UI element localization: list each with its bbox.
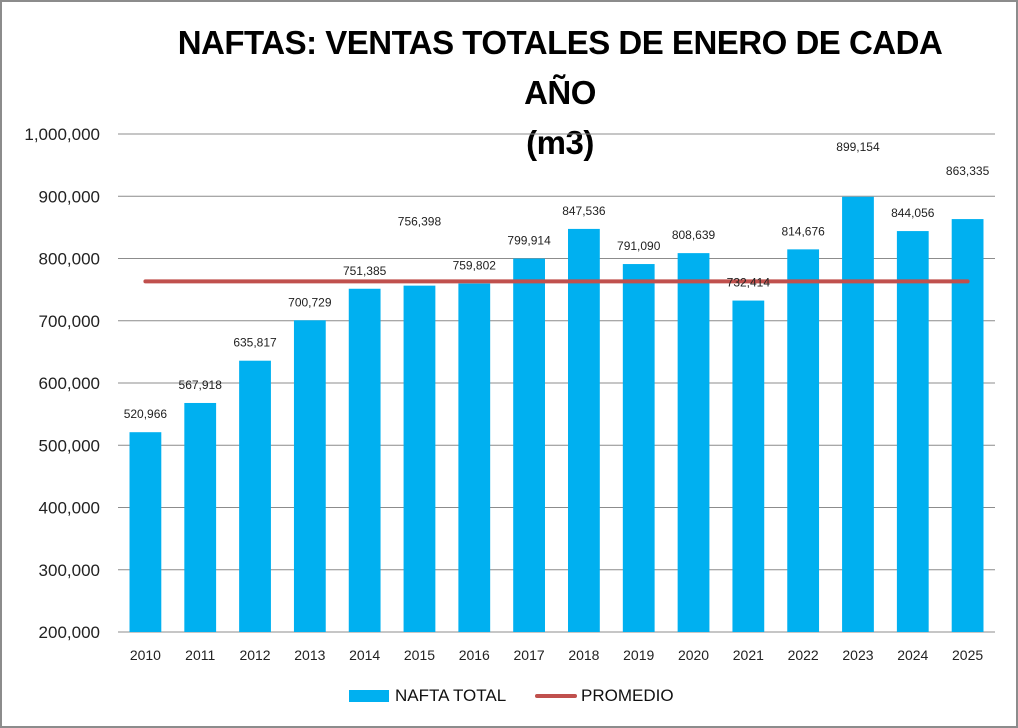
- bar: [458, 283, 491, 632]
- y-tick-label: 200,000: [39, 623, 100, 642]
- bar: [513, 258, 545, 632]
- x-tick-label: 2024: [897, 647, 928, 663]
- bar: [787, 249, 820, 632]
- x-tick-label: 2017: [514, 647, 545, 663]
- chart-title: NAFTAS: VENTAS TOTALES DE ENERO DE CADA …: [140, 18, 980, 168]
- bar: [677, 253, 710, 632]
- data-label: 635,817: [233, 336, 277, 350]
- legend-label-nafta-total: NAFTA TOTAL: [395, 686, 507, 705]
- legend-swatch-nafta-total: [349, 690, 389, 702]
- data-label: 863,335: [946, 164, 990, 178]
- y-tick-label: 600,000: [39, 374, 100, 393]
- x-tick-label: 2016: [459, 647, 490, 663]
- x-tick-label: 2015: [404, 647, 435, 663]
- bar: [896, 231, 929, 632]
- data-label: 899,154: [836, 140, 880, 154]
- x-tick-label: 2025: [952, 647, 983, 663]
- x-tick-label: 2013: [294, 647, 325, 663]
- bar: [951, 219, 984, 632]
- bar: [293, 320, 326, 632]
- bar: [239, 360, 271, 632]
- y-tick-label: 1,000,000: [24, 125, 100, 144]
- data-label: 520,966: [124, 407, 168, 421]
- y-tick-label: 400,000: [39, 499, 100, 518]
- data-label: 751,385: [343, 264, 387, 278]
- y-tick-label: 700,000: [39, 312, 100, 331]
- legend-swatch-promedio: [535, 694, 577, 698]
- bar: [348, 288, 381, 632]
- x-tick-label: 2010: [130, 647, 161, 663]
- data-label: 732,414: [727, 276, 771, 290]
- data-label: 844,056: [891, 206, 935, 220]
- data-label: 567,918: [179, 378, 223, 392]
- data-label: 808,639: [672, 228, 716, 242]
- chart-title-line-1: NAFTAS: VENTAS TOTALES DE ENERO DE CADA …: [177, 24, 943, 111]
- data-label: 791,090: [617, 239, 661, 253]
- data-labels: 520,966 567,918 635,817 700,729 751,385 756,3…: [124, 140, 990, 421]
- data-label: 847,536: [562, 204, 606, 218]
- data-label: 756,398: [398, 215, 442, 229]
- x-tick-label: 2018: [568, 647, 599, 663]
- x-axis-ticks: 2010 2011 2012 2013 2014 2015 2016 2017 2018 2019…: [130, 647, 984, 663]
- x-tick-label: 2022: [788, 647, 819, 663]
- legend: NAFTA TOTAL PROMEDIO: [0, 684, 1018, 708]
- data-label: 799,914: [507, 234, 551, 248]
- bar: [184, 402, 217, 632]
- y-tick-label: 300,000: [39, 561, 100, 580]
- bar: [403, 285, 436, 632]
- data-label: 700,729: [288, 295, 332, 309]
- x-tick-label: 2023: [842, 647, 873, 663]
- bar: [842, 196, 874, 632]
- y-tick-label: 900,000: [39, 187, 100, 206]
- x-tick-label: 2012: [239, 647, 270, 663]
- x-tick-label: 2019: [623, 647, 654, 663]
- bar: [568, 228, 600, 632]
- legend-item-promedio: PROMEDIO: [535, 684, 674, 708]
- bar: [622, 264, 655, 632]
- x-tick-label: 2014: [349, 647, 380, 663]
- bar: [129, 432, 162, 632]
- x-tick-label: 2020: [678, 647, 709, 663]
- x-tick-label: 2011: [185, 647, 215, 663]
- y-axis-ticks: 200,000 300,000 400,000 500,000 600,000 700,0…: [24, 125, 100, 642]
- x-tick-label: 2021: [733, 647, 764, 663]
- chart-title-line-2: (m3): [526, 124, 594, 161]
- y-tick-label: 500,000: [39, 436, 100, 455]
- bars: [129, 196, 984, 632]
- y-tick-label: 800,000: [39, 250, 100, 269]
- bar: [732, 300, 765, 632]
- data-label: 759,802: [453, 259, 497, 273]
- legend-item-nafta-total: NAFTA TOTAL: [349, 684, 506, 708]
- legend-label-promedio: PROMEDIO: [581, 686, 674, 705]
- data-label: 814,676: [781, 224, 825, 238]
